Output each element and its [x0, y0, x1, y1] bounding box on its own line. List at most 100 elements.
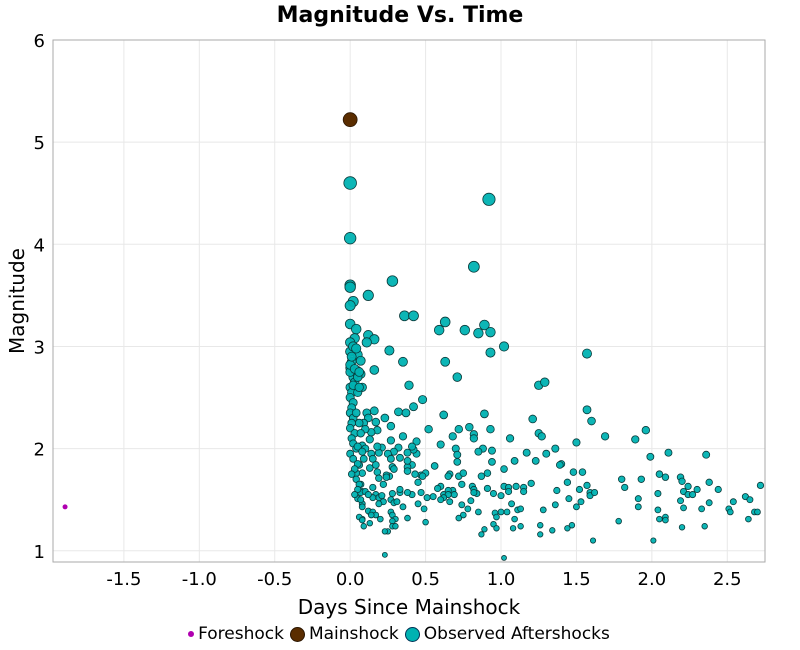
aftershock-point	[511, 515, 518, 523]
aftershock-point	[654, 506, 662, 514]
aftershock-point	[470, 488, 478, 497]
aftershock-point	[563, 478, 572, 486]
aftershock-point	[346, 351, 357, 362]
aftershock-point	[399, 503, 407, 511]
aftershock-point	[393, 498, 401, 506]
x-tick-label: 2.5	[713, 569, 742, 590]
y-tick-label: 3	[34, 337, 45, 358]
aftershock-point	[386, 275, 399, 287]
aftershock-point	[392, 523, 399, 530]
grid	[53, 39, 765, 562]
aftershock-point	[440, 356, 451, 367]
aftershock-point	[698, 505, 706, 513]
aftershock-point	[600, 432, 610, 441]
aftershock-point	[512, 482, 520, 491]
aftershock-point	[459, 324, 471, 336]
aftershock-point	[422, 518, 429, 526]
aftershock-point	[396, 453, 404, 462]
aftershock-point	[351, 491, 359, 499]
aftershock-point	[615, 517, 622, 525]
aftershock-point	[433, 324, 445, 336]
aftershock-point	[478, 531, 485, 538]
mainshock-point	[342, 112, 358, 128]
aftershock-point	[439, 410, 449, 420]
aftershock-point	[556, 461, 564, 469]
aftershock-point	[414, 478, 422, 486]
aftershock-point	[589, 537, 597, 544]
aftershock-point	[361, 337, 372, 348]
y-axis-ticks: 1 2 3 4 5 6	[34, 31, 45, 563]
aftershock-point	[436, 440, 445, 449]
aftershock-point	[485, 347, 496, 358]
aftershock-point	[500, 465, 508, 473]
aftershock-point	[381, 528, 389, 535]
y-tick-label: 4	[34, 235, 45, 256]
aftershock-point	[369, 483, 377, 492]
aftershock-point	[453, 458, 462, 466]
aftershock-point	[634, 503, 642, 511]
aftershock-point	[587, 416, 596, 426]
aftershock-point	[401, 408, 411, 418]
aftershock-point	[418, 472, 427, 480]
aftershock-point	[650, 537, 657, 544]
aftershock-point	[398, 356, 408, 367]
aftershock-point	[450, 491, 458, 499]
aftershock-point	[564, 525, 571, 532]
x-axis-label: Days Since Mainshock	[298, 595, 521, 619]
aftershock-point	[662, 516, 669, 524]
aftershock-point	[705, 478, 713, 486]
aftershock-point	[621, 483, 629, 492]
aftershock-point	[661, 473, 670, 481]
y-tick-label: 2	[34, 440, 45, 461]
aftershock-point	[365, 464, 374, 472]
aftershock-point	[572, 438, 581, 447]
aftershock-point	[403, 456, 412, 465]
x-tick-label: 0.5	[411, 569, 440, 590]
aftershock-point	[655, 470, 664, 478]
aftershock-point	[366, 519, 374, 527]
aftershock-point	[517, 505, 525, 513]
aftershock-point	[702, 450, 711, 459]
aftershock-point	[575, 485, 584, 494]
legend-item-mainshock: Mainshock	[289, 624, 399, 644]
aftershock-point	[388, 490, 396, 498]
aftershock-point	[344, 281, 356, 293]
aftershock-point	[520, 487, 528, 496]
aftershock-point	[479, 319, 490, 331]
aftershock-point	[351, 343, 362, 354]
aftershock-point	[483, 469, 492, 477]
aftershock-point	[373, 468, 382, 476]
aftershock-point	[475, 508, 482, 516]
aftershock-point	[455, 514, 463, 522]
aftershock-point	[482, 192, 496, 206]
aftershock-point	[444, 472, 452, 480]
aftershock-point	[458, 480, 466, 488]
aftershock-point	[344, 232, 357, 245]
aftershock-point	[509, 525, 517, 532]
aftershock-point	[343, 176, 357, 190]
x-tick-label: -1.0	[182, 569, 217, 590]
aftershock-point	[379, 480, 387, 488]
aftershock-point	[664, 448, 673, 457]
aftershock-point	[378, 492, 386, 500]
aftershock-point	[453, 450, 462, 459]
aftershock-point	[362, 289, 374, 301]
aftershock-point	[565, 495, 573, 503]
aftershock-point	[637, 475, 645, 483]
aftershock-point	[424, 425, 433, 434]
x-tick-label: 2.0	[638, 569, 667, 590]
mainshock-marker-icon	[289, 626, 305, 642]
aftershock-point	[551, 444, 560, 453]
aftershock-point	[399, 310, 410, 322]
aftershock-point	[467, 260, 480, 273]
aftershock-point	[745, 515, 752, 523]
aftershock-point	[537, 432, 546, 441]
aftershock-point	[527, 479, 535, 487]
aftershock-point	[403, 448, 412, 457]
aftershock-point	[714, 485, 722, 494]
aftershock-point	[369, 365, 380, 375]
aftershock-point	[364, 491, 372, 499]
aftershock-point	[387, 454, 395, 463]
aftershock-point	[508, 500, 516, 508]
aftershock-point	[656, 515, 663, 523]
